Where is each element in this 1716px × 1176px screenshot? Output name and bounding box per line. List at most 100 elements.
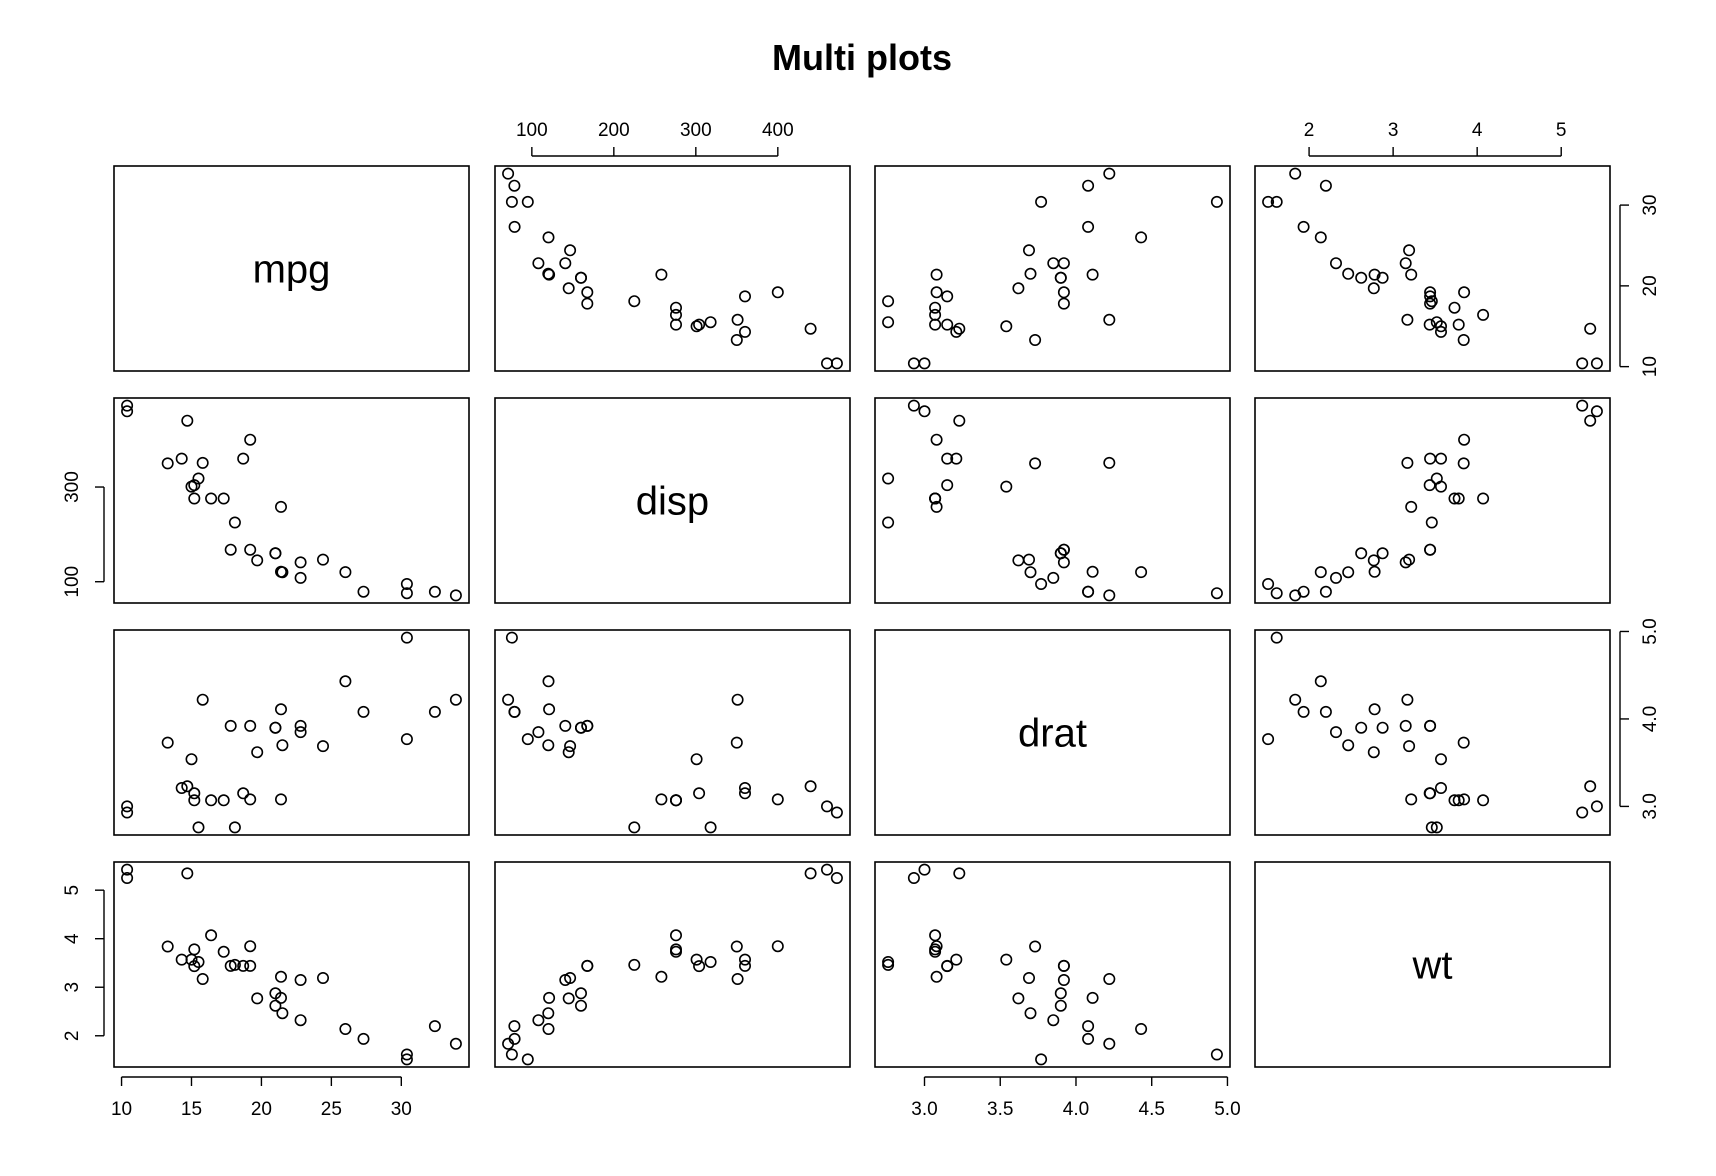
data-point	[882, 316, 895, 329]
tick-label: 5.0	[1214, 1099, 1240, 1120]
data-point	[1425, 821, 1438, 834]
data-point	[357, 705, 370, 718]
data-point	[704, 955, 717, 968]
panel-frame	[113, 629, 470, 836]
data-point	[1297, 585, 1310, 598]
data-point	[188, 794, 201, 807]
data-point	[918, 357, 931, 370]
data-point	[1401, 313, 1414, 326]
panel-drat-vs-wt	[1254, 629, 1611, 836]
data-point	[820, 800, 833, 813]
data-point	[237, 787, 250, 800]
panel-frame	[1254, 165, 1611, 372]
data-point	[205, 492, 218, 505]
data-point	[449, 589, 462, 602]
data-point	[1457, 457, 1470, 470]
data-point	[1314, 675, 1327, 688]
tick-label: 300	[680, 120, 712, 141]
data-point	[121, 405, 134, 418]
data-point	[628, 295, 641, 308]
tick-label: 15	[181, 1099, 202, 1120]
variable-label-mpg: mpg	[253, 248, 331, 292]
tick-label: 20	[251, 1099, 272, 1120]
data-point	[508, 705, 521, 718]
data-point	[244, 959, 257, 972]
data-point	[1103, 167, 1116, 180]
data-point	[804, 867, 817, 880]
data-point	[704, 821, 717, 834]
data-point	[690, 953, 703, 966]
data-point	[669, 945, 682, 958]
data-point	[1262, 195, 1275, 208]
data-point	[1082, 585, 1095, 598]
data-point	[730, 940, 743, 953]
data-point	[804, 322, 817, 335]
data-point	[228, 516, 241, 529]
data-point	[1425, 295, 1438, 308]
data-point	[1405, 793, 1418, 806]
data-point	[941, 960, 954, 973]
variable-label-disp: disp	[636, 480, 709, 524]
data-point	[1210, 587, 1223, 600]
data-point	[1330, 726, 1343, 739]
data-point	[237, 452, 250, 465]
data-point	[1368, 703, 1381, 716]
data-point	[941, 318, 954, 331]
data-point	[508, 1032, 521, 1045]
data-point	[1399, 257, 1412, 270]
tick-label: 10	[111, 1099, 132, 1120]
data-point	[1262, 733, 1275, 746]
data-point	[357, 1032, 370, 1045]
tick-label: 30	[391, 1099, 412, 1120]
data-point	[1342, 739, 1355, 752]
data-point	[704, 316, 717, 329]
data-point	[669, 943, 682, 956]
drat-bottom-axis: 3.0 3.5 4.0 4.5 5.0	[911, 1076, 1241, 1120]
data-point	[543, 703, 556, 716]
data-point	[542, 739, 555, 752]
panel-mpg-vs-wt	[1254, 165, 1611, 372]
data-point	[562, 282, 575, 295]
data-point	[505, 195, 518, 208]
data-point	[1210, 1048, 1223, 1061]
data-point	[175, 452, 188, 465]
data-point	[121, 863, 134, 876]
data-point	[1448, 301, 1461, 314]
data-point	[1082, 1032, 1095, 1045]
data-point	[690, 320, 703, 333]
data-point	[1057, 959, 1070, 972]
data-point	[532, 726, 545, 739]
data-point	[574, 271, 587, 284]
data-point	[1458, 793, 1471, 806]
data-point	[930, 286, 943, 299]
drat-right-axis: 3.0 4.0 5.0	[1619, 618, 1661, 820]
data-point	[830, 806, 843, 819]
data-point	[1367, 746, 1380, 759]
mpg-bottom-axis: 10 15 20 25 30	[111, 1076, 412, 1120]
panels-layer: mpg disp drat wt	[113, 165, 1611, 1068]
data-point	[244, 543, 257, 556]
data-point	[1330, 571, 1343, 584]
data-point	[581, 719, 594, 732]
data-point	[1022, 553, 1035, 566]
data-point	[269, 999, 282, 1012]
data-point	[1029, 457, 1042, 470]
disp-top-axis: 100 200 300 400	[516, 120, 794, 157]
data-point	[830, 357, 843, 370]
data-point	[121, 806, 134, 819]
data-point	[1435, 452, 1448, 465]
data-point	[1423, 479, 1436, 492]
data-point	[574, 721, 587, 734]
data-point	[428, 585, 441, 598]
tick-label: 20	[1640, 275, 1661, 296]
data-point	[196, 972, 209, 985]
data-point	[929, 301, 942, 314]
data-point	[185, 753, 198, 766]
data-point	[953, 867, 966, 880]
data-point	[655, 970, 668, 983]
data-point	[316, 553, 329, 566]
data-point	[930, 268, 943, 281]
data-point	[771, 940, 784, 953]
tick-label: 4.0	[1640, 706, 1661, 732]
data-point	[508, 1020, 521, 1033]
